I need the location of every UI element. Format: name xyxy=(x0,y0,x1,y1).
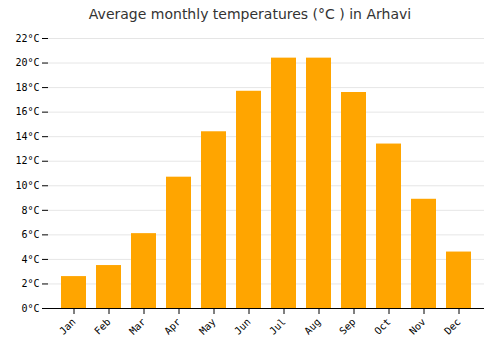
svg-text:Feb: Feb xyxy=(92,316,113,337)
svg-text:12°C: 12°C xyxy=(15,155,39,166)
svg-text:Apr: Apr xyxy=(162,316,183,337)
svg-text:10°C: 10°C xyxy=(15,180,39,191)
svg-text:18°C: 18°C xyxy=(15,82,39,93)
svg-text:Nov: Nov xyxy=(407,316,428,337)
svg-text:0°C: 0°C xyxy=(21,303,39,314)
svg-text:20°C: 20°C xyxy=(15,57,39,68)
svg-text:Jul: Jul xyxy=(267,316,288,337)
svg-text:14°C: 14°C xyxy=(15,131,39,142)
svg-text:Dec: Dec xyxy=(442,316,463,337)
svg-text:Oct: Oct xyxy=(372,316,393,337)
html-text:Average monthly temperatures (: Average monthly temperatures (°C ) in Ar… xyxy=(88,6,412,22)
svg-text:4°C: 4°C xyxy=(21,254,39,265)
svg-text:Sep: Sep xyxy=(337,316,358,337)
svg-text:Jun: Jun xyxy=(232,316,253,337)
svg-text:2°C: 2°C xyxy=(21,278,39,289)
svg-text:22°C: 22°C xyxy=(15,33,39,44)
svg-text:May: May xyxy=(197,316,218,337)
svg-text:6°C: 6°C xyxy=(21,229,39,240)
svg-text:16°C: 16°C xyxy=(15,106,39,117)
svg-text:Mar: Mar xyxy=(127,316,148,337)
svg-text:Aug: Aug xyxy=(302,316,323,337)
svg-text:8°C: 8°C xyxy=(21,205,39,216)
svg-text:Jan: Jan xyxy=(57,316,78,337)
